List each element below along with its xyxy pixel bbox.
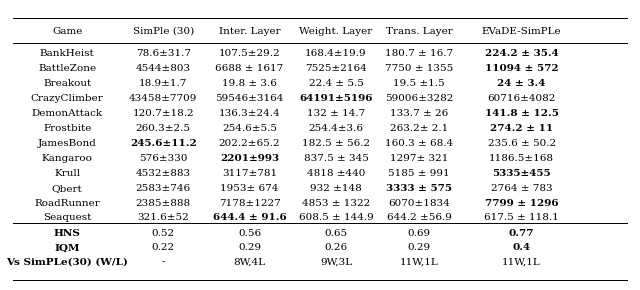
Text: 59006±3282: 59006±3282: [385, 94, 453, 103]
Text: 18.9±1.7: 18.9±1.7: [139, 79, 188, 88]
Text: HNS: HNS: [54, 229, 81, 238]
Text: Game: Game: [52, 26, 83, 35]
Text: 617.5 ± 118.1: 617.5 ± 118.1: [484, 213, 559, 222]
Text: 224.2 ± 35.4: 224.2 ± 35.4: [484, 50, 559, 59]
Text: 5335±455: 5335±455: [492, 169, 551, 178]
Text: 0.22: 0.22: [152, 244, 175, 253]
Text: Inter. Layer: Inter. Layer: [219, 26, 280, 35]
Text: 60716±4082: 60716±4082: [488, 94, 556, 103]
Text: 644.4 ± 91.6: 644.4 ± 91.6: [212, 213, 287, 222]
Text: 7750 ± 1355: 7750 ± 1355: [385, 64, 453, 73]
Text: 2583±746: 2583±746: [136, 184, 191, 193]
Text: 576±330: 576±330: [139, 154, 188, 163]
Text: Kangaroo: Kangaroo: [42, 154, 93, 163]
Text: 321.6±52: 321.6±52: [138, 213, 189, 222]
Text: 64191±5196: 64191±5196: [300, 94, 372, 103]
Text: Breakout: Breakout: [43, 79, 92, 88]
Text: BattleZone: BattleZone: [38, 64, 96, 73]
Text: 0.69: 0.69: [408, 229, 431, 238]
Text: 120.7±18.2: 120.7±18.2: [132, 109, 194, 118]
Text: 11W,1L: 11W,1L: [400, 258, 438, 267]
Text: 6070±1834: 6070±1834: [388, 199, 450, 208]
Text: 0.56: 0.56: [238, 229, 261, 238]
Text: 2764 ± 783: 2764 ± 783: [491, 184, 552, 193]
Text: 3333 ± 575: 3333 ± 575: [386, 184, 452, 193]
Text: 7799 ± 1296: 7799 ± 1296: [484, 199, 559, 208]
Text: 202.2±65.2: 202.2±65.2: [219, 139, 280, 148]
Text: DemonAttack: DemonAttack: [31, 109, 103, 118]
Text: 78.6±31.7: 78.6±31.7: [136, 50, 191, 59]
Text: 133.7 ± 26: 133.7 ± 26: [390, 109, 449, 118]
Text: 43458±7709: 43458±7709: [129, 94, 197, 103]
Text: 136.3±24.4: 136.3±24.4: [219, 109, 280, 118]
Text: 4532±883: 4532±883: [136, 169, 191, 178]
Text: 5185 ± 991: 5185 ± 991: [388, 169, 450, 178]
Text: -: -: [161, 258, 165, 267]
Text: JamesBond: JamesBond: [38, 139, 97, 148]
Text: 7178±1227: 7178±1227: [219, 199, 280, 208]
Text: 59546±3164: 59546±3164: [216, 94, 284, 103]
Text: 2201±993: 2201±993: [220, 154, 279, 163]
Text: 235.6 ± 50.2: 235.6 ± 50.2: [488, 139, 556, 148]
Text: Krull: Krull: [54, 169, 80, 178]
Text: 182.5 ± 56.2: 182.5 ± 56.2: [302, 139, 370, 148]
Text: 11094 ± 572: 11094 ± 572: [484, 64, 559, 73]
Text: 0.77: 0.77: [509, 229, 534, 238]
Text: 0.26: 0.26: [324, 244, 348, 253]
Text: 180.7 ± 16.7: 180.7 ± 16.7: [385, 50, 453, 59]
Text: 160.3 ± 68.4: 160.3 ± 68.4: [385, 139, 453, 148]
Text: 0.29: 0.29: [408, 244, 431, 253]
Text: 168.4±19.9: 168.4±19.9: [305, 50, 367, 59]
Text: 254.6±5.5: 254.6±5.5: [222, 124, 277, 133]
Text: 608.5 ± 144.9: 608.5 ± 144.9: [299, 213, 373, 222]
Text: 141.8 ± 12.5: 141.8 ± 12.5: [484, 109, 559, 118]
Text: 132 ± 14.7: 132 ± 14.7: [307, 109, 365, 118]
Text: 1186.5±168: 1186.5±168: [489, 154, 554, 163]
Text: BankHeist: BankHeist: [40, 50, 95, 59]
Text: 22.4 ± 5.5: 22.4 ± 5.5: [308, 79, 364, 88]
Text: 932 ±148: 932 ±148: [310, 184, 362, 193]
Text: 274.2 ± 11: 274.2 ± 11: [490, 124, 553, 133]
Text: 11W,1L: 11W,1L: [502, 258, 541, 267]
Text: Trans. Layer: Trans. Layer: [386, 26, 452, 35]
Text: 3117±781: 3117±781: [222, 169, 277, 178]
Text: 837.5 ± 345: 837.5 ± 345: [303, 154, 369, 163]
Text: 644.2 ±56.9: 644.2 ±56.9: [387, 213, 452, 222]
Text: 19.8 ± 3.6: 19.8 ± 3.6: [222, 79, 277, 88]
Text: IQM: IQM: [54, 244, 80, 253]
Text: 4818 ±440: 4818 ±440: [307, 169, 365, 178]
Text: SimPle (30): SimPle (30): [132, 26, 194, 35]
Text: 107.5±29.2: 107.5±29.2: [219, 50, 280, 59]
Text: 0.29: 0.29: [238, 244, 261, 253]
Text: Vs SimPLe(30) (W/L): Vs SimPLe(30) (W/L): [6, 258, 128, 267]
Text: 245.6±11.2: 245.6±11.2: [130, 139, 196, 148]
Text: 4544±803: 4544±803: [136, 64, 191, 73]
Text: CrazyClimber: CrazyClimber: [31, 94, 104, 103]
Text: Frostbite: Frostbite: [43, 124, 92, 133]
Text: 24 ± 3.4: 24 ± 3.4: [497, 79, 546, 88]
Text: Qbert: Qbert: [52, 184, 83, 193]
Text: 260.3±2.5: 260.3±2.5: [136, 124, 191, 133]
Text: 263.2± 2.1: 263.2± 2.1: [390, 124, 449, 133]
Text: 0.4: 0.4: [513, 244, 531, 253]
Text: 1297± 321: 1297± 321: [390, 154, 449, 163]
Text: 2385±888: 2385±888: [136, 199, 191, 208]
Text: 1953± 674: 1953± 674: [220, 184, 279, 193]
Text: 19.5 ±1.5: 19.5 ±1.5: [394, 79, 445, 88]
Text: 0.52: 0.52: [152, 229, 175, 238]
Text: 4853 ± 1322: 4853 ± 1322: [302, 199, 370, 208]
Text: 7525±2164: 7525±2164: [305, 64, 367, 73]
Text: 8W,4L: 8W,4L: [234, 258, 266, 267]
Text: RoadRunner: RoadRunner: [35, 199, 100, 208]
Text: 9W,3L: 9W,3L: [320, 258, 352, 267]
Text: EVaDE-SimPLe: EVaDE-SimPLe: [482, 26, 561, 35]
Text: 254.4±3.6: 254.4±3.6: [308, 124, 364, 133]
Text: Seaquest: Seaquest: [43, 213, 92, 222]
Text: Weight. Layer: Weight. Layer: [300, 26, 372, 35]
Text: 6688 ± 1617: 6688 ± 1617: [216, 64, 284, 73]
Text: 0.65: 0.65: [324, 229, 348, 238]
